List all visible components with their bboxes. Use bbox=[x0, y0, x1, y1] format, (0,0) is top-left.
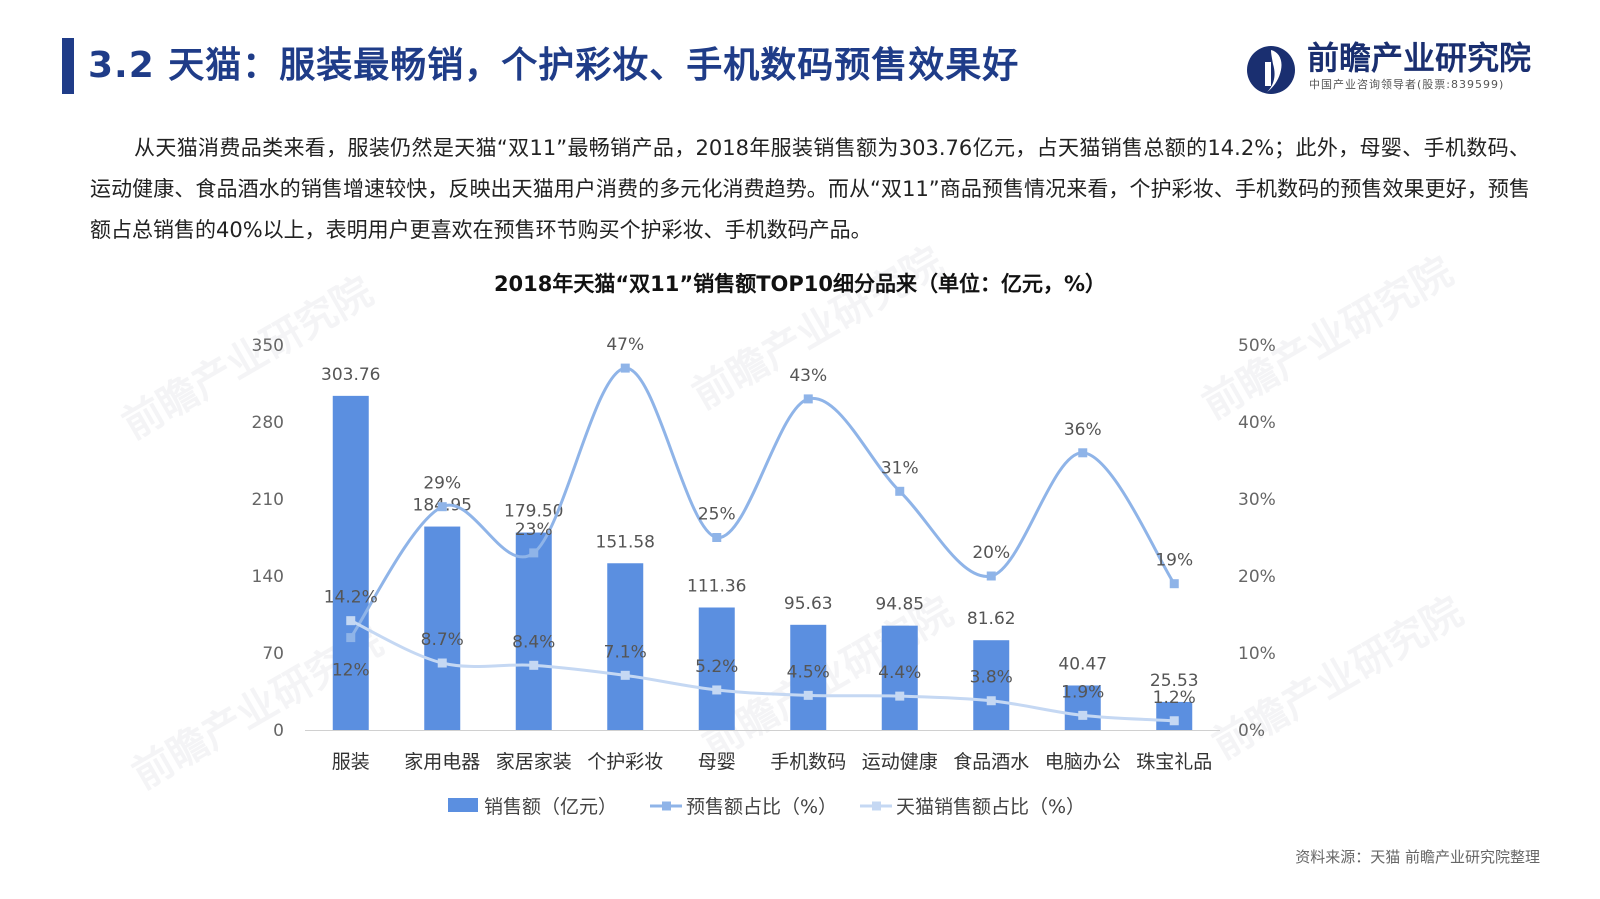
category-label: 服装 bbox=[332, 751, 370, 773]
presale-share-data-label: 31% bbox=[881, 458, 919, 478]
bar bbox=[698, 607, 735, 730]
category-label: 珠宝礼品 bbox=[1136, 751, 1212, 773]
presale-share-data-label: 47% bbox=[606, 335, 644, 355]
bar bbox=[1156, 701, 1193, 730]
category-label: 家用电器 bbox=[404, 751, 480, 773]
right-axis-tick-label: 10% bbox=[1238, 644, 1276, 664]
bar-data-label: 303.76 bbox=[321, 365, 380, 385]
legend-label: 预售额占比（%） bbox=[686, 796, 837, 818]
bar-data-label: 25.53 bbox=[1150, 671, 1199, 691]
bar bbox=[790, 624, 827, 730]
tmall-share-data-label: 8.7% bbox=[421, 630, 464, 650]
left-axis-tick-label: 0 bbox=[273, 721, 284, 741]
legend-swatch-marker bbox=[662, 801, 671, 811]
tmall-share-data-label: 8.4% bbox=[512, 632, 555, 652]
right-axis-tick-label: 40% bbox=[1238, 413, 1276, 433]
tmall-share-data-label: 1.9% bbox=[1061, 682, 1104, 702]
bar-data-label: 94.85 bbox=[875, 595, 924, 615]
bar-data-label: 179.50 bbox=[504, 502, 563, 522]
tmall-share-data-label: 7.1% bbox=[604, 642, 647, 662]
legend-swatch-bar bbox=[448, 798, 478, 812]
title-accent-bar bbox=[62, 38, 74, 94]
presale-share-data-label: 25% bbox=[698, 505, 736, 525]
bar bbox=[424, 526, 461, 730]
presale-share-point bbox=[529, 548, 539, 558]
tmall-share-point bbox=[437, 658, 447, 668]
presale-share-data-label: 43% bbox=[789, 366, 827, 386]
legend-label: 天猫销售额占比（%） bbox=[896, 796, 1085, 818]
bar-data-label: 81.62 bbox=[967, 609, 1016, 629]
bar-data-label: 111.36 bbox=[687, 577, 746, 597]
left-axis-tick-label: 70 bbox=[262, 644, 284, 664]
presale-share-data-label: 19% bbox=[1155, 551, 1193, 571]
intro-paragraph: 从天猫消费品类来看，服装仍然是天猫“双11”最畅销产品，2018年服装销售额为3… bbox=[90, 136, 1530, 242]
right-axis-tick-label: 0% bbox=[1238, 721, 1265, 741]
right-axis-tick-label: 30% bbox=[1238, 490, 1276, 510]
bar bbox=[1064, 685, 1101, 730]
tmall-share-data-label: 5.2% bbox=[695, 657, 738, 677]
tmall-share-point bbox=[1169, 716, 1179, 726]
presale-share-point bbox=[1078, 448, 1088, 458]
bar bbox=[881, 625, 918, 730]
tmall-share-line bbox=[350, 619, 1175, 723]
tmall-share-point bbox=[895, 691, 905, 701]
source-note: 资料来源：天猫 前瞻产业研究院整理 bbox=[1295, 848, 1540, 866]
left-axis-tick-label: 280 bbox=[252, 413, 284, 433]
right-axis-tick-label: 50% bbox=[1238, 336, 1276, 356]
tmall-share-point bbox=[529, 660, 539, 670]
left-axis-tick-label: 140 bbox=[252, 567, 284, 587]
presale-share-point bbox=[346, 633, 356, 643]
presale-share-data-label: 12% bbox=[332, 661, 370, 681]
category-label: 家居家装 bbox=[496, 751, 572, 773]
category-label: 手机数码 bbox=[770, 751, 846, 773]
category-label: 运动健康 bbox=[862, 751, 938, 773]
bar-data-label: 95.63 bbox=[784, 594, 833, 614]
presale-share-data-label: 20% bbox=[972, 543, 1010, 563]
tmall-share-data-label: 1.2% bbox=[1153, 688, 1196, 708]
tmall-share-point bbox=[620, 670, 630, 680]
left-axis-tick-label: 350 bbox=[252, 336, 284, 356]
bar bbox=[607, 563, 644, 730]
tmall-share-point bbox=[803, 690, 813, 700]
category-label: 电脑办公 bbox=[1045, 751, 1121, 773]
brand-logo: 前瞻产业研究院 中国产业咨询领导者(股票:839599) bbox=[1245, 38, 1545, 98]
category-label: 个护彩妆 bbox=[587, 751, 663, 773]
tmall-share-point bbox=[712, 685, 722, 695]
presale-share-data-label: 36% bbox=[1064, 420, 1102, 440]
presale-share-data-label: 23% bbox=[515, 520, 553, 540]
presale-share-point bbox=[712, 533, 722, 542]
bar bbox=[973, 640, 1010, 730]
tmall-share-point bbox=[1078, 710, 1088, 720]
category-label: 母婴 bbox=[698, 751, 736, 773]
tmall-share-data-label: 14.2% bbox=[324, 588, 378, 608]
presale-share-point bbox=[986, 571, 996, 581]
presale-share-point bbox=[895, 486, 905, 496]
chart-title: 2018年天猫“双11”销售额TOP10细分品来（单位：亿元，%） bbox=[493, 272, 1107, 296]
legend-label: 销售额（亿元） bbox=[484, 796, 617, 818]
left-axis-tick-label: 210 bbox=[252, 490, 284, 510]
category-label: 食品酒水 bbox=[953, 751, 1029, 773]
tmall-share-data-label: 4.5% bbox=[787, 662, 830, 682]
presale-share-data-label: 29% bbox=[423, 474, 461, 494]
bar-data-label: 151.58 bbox=[596, 532, 655, 552]
bar bbox=[332, 395, 369, 730]
page-title: 3.2 天猫：服装最畅销，个护彩妆、手机数码预售效果好 bbox=[88, 45, 1020, 86]
tmall-share-point bbox=[986, 696, 996, 706]
tmall-share-point bbox=[346, 616, 356, 626]
qianzhan-logo-icon bbox=[1247, 46, 1295, 94]
logo-name: 前瞻产业研究院 bbox=[1307, 39, 1532, 77]
bar-data-label: 40.47 bbox=[1058, 654, 1107, 674]
legend-swatch-marker bbox=[872, 801, 881, 811]
presale-share-point bbox=[803, 394, 813, 404]
presale-share-point bbox=[1169, 579, 1179, 589]
presale-share-line bbox=[349, 366, 1176, 639]
tmall-share-data-label: 3.8% bbox=[970, 668, 1013, 688]
presale-share-point bbox=[437, 502, 447, 512]
presale-share-point bbox=[620, 363, 630, 373]
logo-subtitle: 中国产业咨询领导者(股票:839599) bbox=[1309, 78, 1505, 91]
bar bbox=[515, 532, 552, 730]
right-axis-tick-label: 20% bbox=[1238, 567, 1276, 587]
tmall-share-data-label: 4.4% bbox=[878, 663, 921, 683]
